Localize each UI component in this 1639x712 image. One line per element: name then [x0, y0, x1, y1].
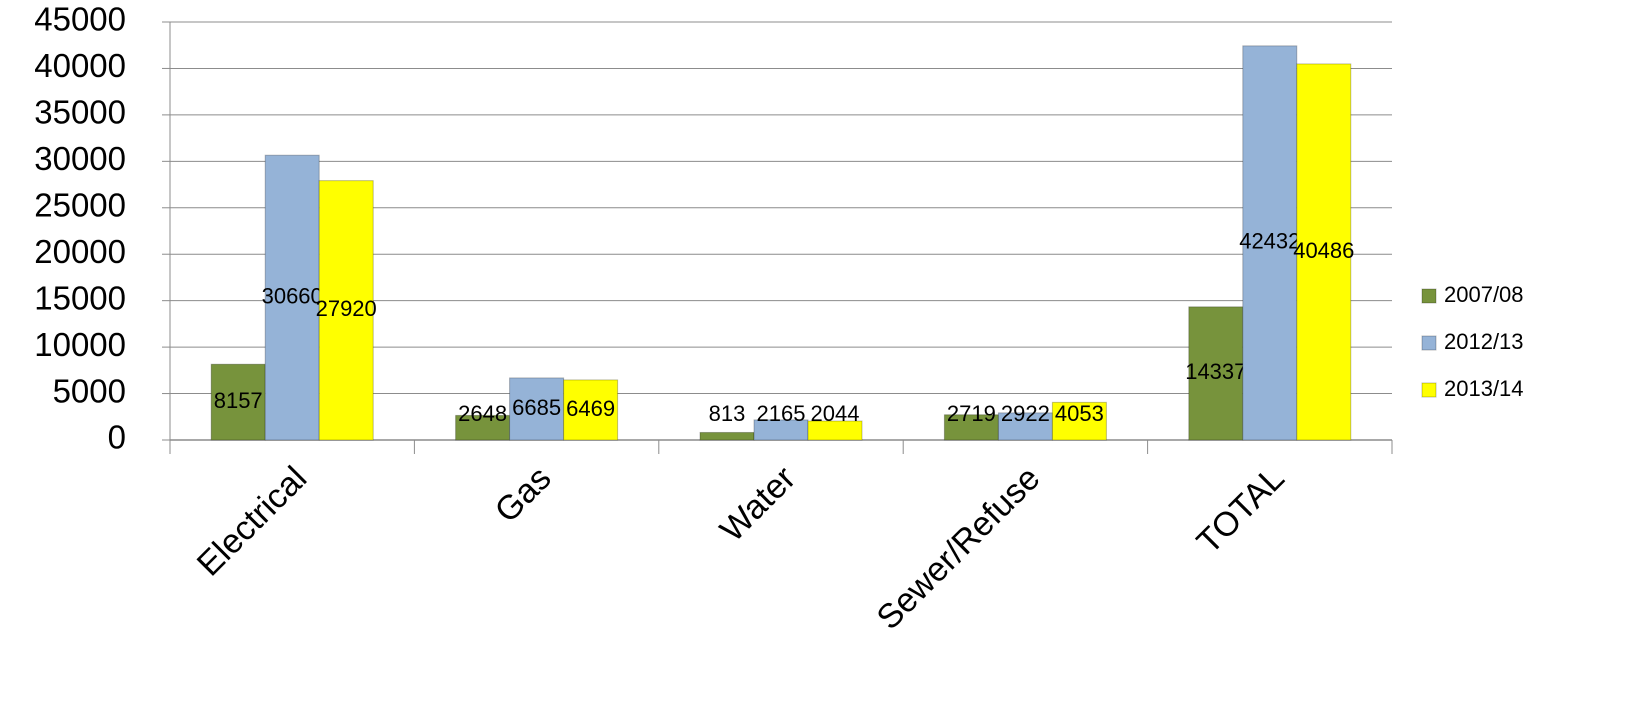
bar [1242, 45, 1298, 441]
legend-label: 2007/08 [1444, 282, 1524, 307]
y-tick-label: 5000 [53, 372, 126, 409]
bar [318, 180, 374, 441]
data-label: 2165 [757, 401, 806, 426]
data-label: 6469 [566, 396, 615, 421]
bar [455, 414, 511, 441]
data-label: 30660 [262, 283, 323, 308]
bar [509, 377, 565, 441]
bar [210, 363, 266, 441]
bar [563, 379, 619, 441]
bar [1296, 63, 1352, 441]
data-label: 2719 [947, 401, 996, 426]
data-label: 2044 [811, 401, 860, 426]
legend-swatch [1421, 382, 1437, 398]
data-label: 27920 [316, 296, 377, 321]
x-tick-label: TOTAL [1190, 459, 1292, 561]
bar [943, 414, 999, 441]
bar [699, 431, 755, 441]
x-tick-label: Electrical [190, 459, 314, 583]
data-label: 2648 [458, 401, 507, 426]
data-label: 8157 [214, 388, 263, 413]
data-label: 14337 [1185, 359, 1246, 384]
y-tick-label: 40000 [34, 47, 126, 84]
y-tick-label: 30000 [34, 140, 126, 177]
legend-label: 2013/14 [1444, 376, 1524, 401]
bar [264, 154, 320, 441]
y-tick-label: 20000 [34, 233, 126, 270]
bar [807, 420, 863, 441]
x-tick-label: Gas [488, 459, 559, 530]
y-tick-label: 25000 [34, 186, 126, 223]
y-tick-label: 10000 [34, 326, 126, 363]
data-label: 2922 [1001, 401, 1050, 426]
legend-swatch [1421, 288, 1437, 304]
bar [1051, 401, 1107, 441]
data-label: 40486 [1293, 238, 1354, 263]
legend-label: 2012/13 [1444, 329, 1524, 354]
bar [1188, 306, 1244, 441]
y-tick-label: 0 [108, 419, 126, 456]
bar [997, 412, 1053, 441]
x-tick-label: Sewer/Refuse [870, 459, 1048, 637]
data-label: 4053 [1055, 401, 1104, 426]
y-tick-label: 35000 [34, 94, 126, 131]
data-label: 813 [709, 401, 746, 426]
x-tick-label: Water [713, 459, 803, 549]
legend-swatch [1421, 335, 1437, 351]
y-tick-label: 45000 [34, 1, 126, 38]
data-label: 42432 [1239, 229, 1300, 254]
y-tick-label: 15000 [34, 279, 126, 316]
data-label: 6685 [512, 395, 561, 420]
